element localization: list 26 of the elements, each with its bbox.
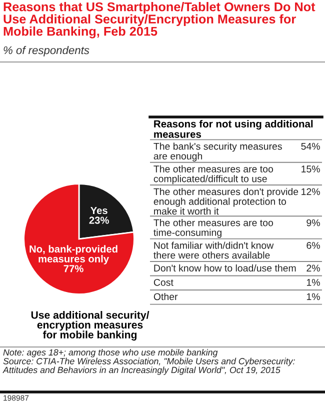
text: Use additional security/ encryption measures for mobile banking: [31, 311, 150, 341]
data-label: 9%: [306, 219, 320, 226]
data-label: 77%: [64, 265, 84, 272]
text: Reasons that US Smartphone/Tablet Owners Do Not Use Additional Security/Encryption Measures for Mobile Banking, Feb 2015: [4, 2, 316, 38]
category-label: Don't know how to load/use them: [154, 264, 296, 272]
category-label: Not familiar with/didn't know there were others available: [154, 242, 274, 259]
data-label: 1%: [306, 279, 320, 286]
category-label: Other: [154, 292, 178, 300]
data-label: 1%: [306, 293, 320, 300]
slice-label: Yes: [90, 206, 108, 214]
data-label: 54%: [301, 142, 320, 150]
data-label: 2%: [306, 264, 320, 272]
category-label: The other measures don't provide enough additional protection to make it worth it: [154, 188, 298, 215]
category-label: The other measures are too time-consuming: [154, 219, 274, 238]
slice-label: No, bank-provided measures only: [30, 245, 118, 264]
data-label: 23%: [89, 216, 109, 224]
text: Reasons for not using additional measures: [154, 120, 313, 138]
data-label: 15%: [302, 166, 320, 172]
data-label: 6%: [306, 242, 320, 249]
category-label: The bank's security measures are enough: [154, 142, 282, 162]
pie-slice: [23, 183, 135, 295]
category-label: The other measures are too complicated/difficult to use: [154, 165, 274, 184]
category-label: Cost: [154, 278, 174, 286]
data-label: 12%: [302, 188, 320, 196]
text: Note: ages 18+; among those who use mobile banking Source: CTIA-The Wireless Association, "Mobile Users and Cybersecurity: Attitudes and Behaviors in an Increasingly Digital World", Oct 19, 2015: [2, 349, 295, 375]
chart-subtitle: % of respondents: [4, 46, 90, 56]
